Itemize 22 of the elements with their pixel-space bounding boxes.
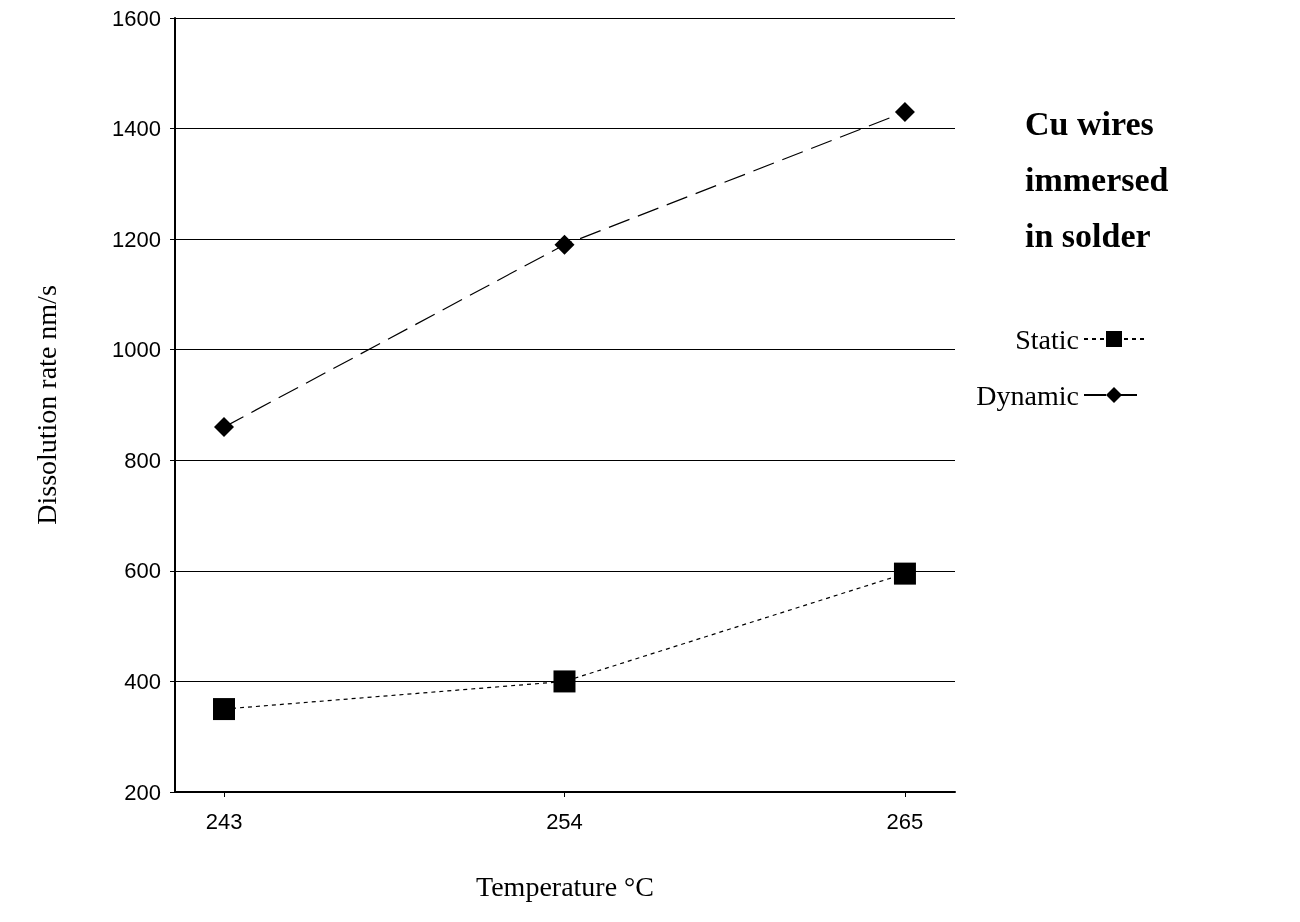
y-tick-label: 800: [124, 447, 161, 473]
point: [214, 417, 235, 438]
point: [894, 101, 915, 122]
point: [553, 670, 576, 693]
y-tick-label: 1400: [112, 116, 161, 142]
x-tick-label: 243: [205, 808, 243, 834]
legend-label: Static: [1015, 323, 1079, 355]
y-tick-label: 200: [124, 779, 161, 805]
point: [213, 698, 236, 721]
y-tick-label: 1200: [112, 226, 161, 252]
text: Cu wires immersed in solder: [1025, 104, 1178, 254]
y-axis-title: Dissolution rate nm/s: [30, 285, 62, 525]
legend-label: Dynamic: [976, 379, 1079, 411]
y-tick-label: 1600: [112, 5, 161, 31]
x-axis-title: Temperature °C: [476, 870, 654, 902]
point: [554, 234, 575, 255]
point: [893, 562, 916, 585]
x-tick-label: 254: [546, 808, 583, 834]
x-tick-label: 265: [886, 808, 924, 834]
y-tick-label: 400: [124, 668, 161, 694]
y-tick-label: 600: [124, 558, 161, 584]
y-tick-label: 1000: [112, 337, 161, 363]
